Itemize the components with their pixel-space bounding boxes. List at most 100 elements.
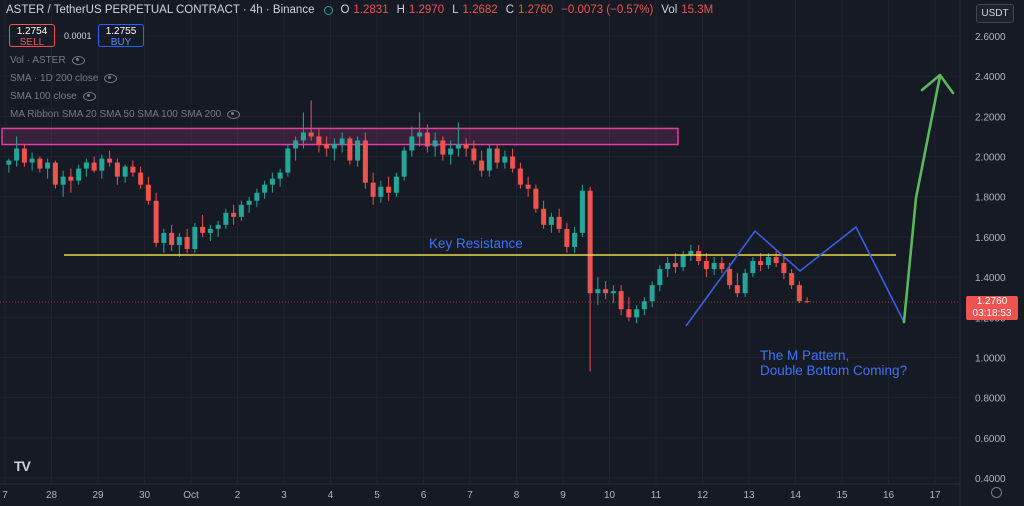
candle-body [138,172,144,185]
candle-body [153,200,159,243]
candle-body [362,140,368,183]
candle-body [479,160,485,171]
candle-body [533,188,539,209]
settings-gear-icon[interactable] [991,487,1002,498]
bullish-arrow-head [920,73,955,95]
change-value: −0.0073 (−0.57%) [561,4,654,16]
candle-body [727,269,733,286]
candle-body [99,158,105,171]
candle-body [6,160,12,165]
candle-body [448,148,454,155]
candle-body [711,263,717,270]
candle-body [45,162,51,169]
candle-body [657,269,663,286]
candle-body [494,148,500,163]
indicator-ma-ribbon[interactable]: MA Ribbon SMA 20 SMA 50 SMA 100 SMA 200 [10,109,241,120]
candle-body [626,309,632,318]
candle-body [386,186,392,193]
candle-body [300,132,306,141]
x-tick-label: 7 [2,490,8,501]
indicator-label: SMA · 1D 200 close [10,73,99,84]
candle-body [52,162,58,185]
candle-body [161,232,167,243]
x-tick-label: 16 [883,490,895,501]
candle-body [510,156,516,169]
eye-icon[interactable] [227,110,241,119]
candle-body [114,162,120,177]
current-price-label: 1.2760 [976,296,1008,307]
buy-label: BUY [110,37,132,48]
indicator-sma-100[interactable]: SMA 100 close [10,91,96,102]
symbol-header: ASTER / TetherUS PERPETUAL CONTRACT · 4h… [6,4,713,16]
x-tick-label: 7 [467,490,473,501]
candle-body [29,158,35,163]
x-tick-label: 29 [92,490,104,501]
y-tick-label: 1.8000 [975,193,1006,204]
eye-icon[interactable] [104,74,118,83]
spread-value: 0.0001 [64,31,92,41]
sell-label: SELL [19,37,45,48]
x-tick-label: 30 [139,490,151,501]
indicator-sma-200[interactable]: SMA · 1D 200 close [10,73,118,84]
candle-body [192,226,198,249]
y-tick-label: 2.6000 [975,32,1006,43]
low-label: L [452,4,459,16]
candle-body [634,309,640,318]
x-tick-label: 11 [651,490,662,501]
candle-body [262,184,268,193]
candle-body [130,166,136,173]
open-value: 1.2831 [353,4,389,16]
indicator-volume[interactable]: Vol · ASTER [10,55,85,66]
candle-body [200,226,206,233]
buy-button[interactable]: 1.2755 BUY [98,24,144,48]
candle-body [440,140,446,155]
currency-selector[interactable]: USDT [976,4,1014,23]
candle-body [37,158,43,169]
candle-body [308,132,314,137]
candle-body [277,172,283,179]
candle-body [347,138,353,161]
candle-body [703,261,709,270]
candle-body [471,148,477,161]
y-tick-label: 2.0000 [975,153,1006,164]
candle-body [556,216,562,229]
sell-button[interactable]: 1.2754 SELL [9,24,55,48]
x-tick-label: 28 [46,490,58,501]
x-tick-label: 8 [514,490,520,501]
candle-body [672,263,678,268]
candle-body [750,261,756,274]
candle-body [122,166,128,177]
y-tick-label: 0.6000 [975,434,1006,445]
candle-body [246,200,252,205]
candle-body [688,250,694,256]
close-value: 1.2760 [518,4,554,16]
candle-body [696,250,702,262]
candle-body [587,190,593,294]
candle-body [579,190,585,233]
eye-icon[interactable] [71,56,85,65]
key-resistance-label: Key Resistance [429,236,523,251]
x-tick-label: 17 [929,490,941,501]
candle-body [517,168,523,185]
y-tick-label: 1.6000 [975,233,1006,244]
x-tick-label: 10 [604,490,616,501]
supply-zone-rect [1,127,679,146]
candle-body [665,263,671,270]
high-label: H [396,4,405,16]
candle-body [719,263,725,270]
candle-body [176,236,182,245]
candle-body [525,184,531,189]
bullish-arrow-line [902,74,942,324]
candle-body [254,192,260,201]
indicator-label: Vol · ASTER [10,55,66,66]
candle-body [610,291,616,294]
pattern-label-line1: The M Pattern, [760,348,850,363]
low-value: 1.2682 [462,4,498,16]
eye-icon[interactable] [82,92,96,101]
symbol-title[interactable]: ASTER / TetherUS PERPETUAL CONTRACT · 4h… [6,4,315,16]
candle-body [734,285,740,294]
candle-body [463,144,469,149]
volume-label: Vol [661,4,678,16]
